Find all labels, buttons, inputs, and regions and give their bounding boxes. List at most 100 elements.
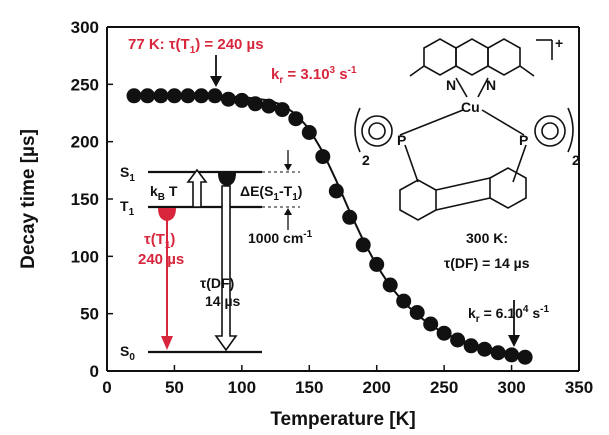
s0-label: S0 xyxy=(120,343,135,363)
delta-e-top-arrow-head xyxy=(284,164,292,171)
kr-low-exp: 3 xyxy=(330,65,336,76)
phen-methyl-left xyxy=(409,65,425,77)
gap-exp: -1 xyxy=(303,229,312,240)
molecule-atoms: N N Cu P P 2 2 + xyxy=(362,35,580,168)
data-point xyxy=(261,98,277,114)
data-point xyxy=(153,88,169,104)
low-temp-value: ) = 240 µs xyxy=(195,36,263,53)
delta-e-sub2: 1 xyxy=(292,192,298,203)
low-temp-label: 77 K: τ(T1) = 240 µs xyxy=(128,36,264,56)
t1-label: T1 xyxy=(120,198,135,218)
delta-e-bottom-arrow-head xyxy=(284,208,292,215)
delta-e-a: ΔE(S xyxy=(240,183,273,199)
kr-low-unit-exp: -1 xyxy=(348,65,357,76)
data-point xyxy=(477,341,493,357)
data-point xyxy=(220,91,236,107)
s1-sub: 1 xyxy=(129,173,135,184)
df-emission-arrow xyxy=(214,185,238,352)
x-tick-label: 50 xyxy=(165,378,184,397)
backbone-bridge-top xyxy=(435,177,491,191)
t1-emission-arrow-head xyxy=(161,336,173,350)
delta-e-sub1: 1 xyxy=(273,192,279,203)
bond-n-cu-left xyxy=(455,77,468,98)
x-tick-label: 300 xyxy=(497,378,525,397)
kbt-label: kB T xyxy=(150,183,178,203)
kr-high-value: = 6.10 xyxy=(480,305,523,321)
x-tick-label: 250 xyxy=(430,378,458,397)
kbt-k: k xyxy=(150,183,158,199)
x-ticks: 0 50 100 150 200 250 300 350 xyxy=(102,365,593,397)
kr-high-exp: 4 xyxy=(523,304,529,315)
y-ticks: 0 50 100 150 200 250 300 xyxy=(71,18,113,381)
data-point xyxy=(274,102,290,118)
molecule-structure xyxy=(354,38,574,221)
tau-t1-a: τ(T xyxy=(144,231,165,248)
energy-diagram: S1 T1 S0 kB T ΔE(S1-T1) 1000 cm-1 τ(T1) … xyxy=(120,150,313,363)
bond-p-backbone-right xyxy=(512,144,527,183)
data-point xyxy=(409,305,425,320)
bond-cu-p-right xyxy=(481,109,525,136)
tau-t1-label: τ(T1) xyxy=(144,231,175,251)
s0-letter: S xyxy=(120,343,129,359)
bracket-right xyxy=(567,107,574,153)
phenyl-right xyxy=(534,115,566,147)
s1-label: S1 xyxy=(120,164,135,184)
kr-high-unit: s xyxy=(528,305,540,321)
y-tick-label: 50 xyxy=(80,305,99,324)
y-tick-label: 250 xyxy=(71,75,99,94)
low-temp-title: 77 K: τ(T xyxy=(128,36,190,53)
data-point xyxy=(180,88,196,104)
kbt-t: T xyxy=(165,183,178,199)
t1-sub: 1 xyxy=(129,207,135,218)
kr-low-prefix: k xyxy=(271,66,280,83)
phenyl-left xyxy=(361,115,393,147)
data-point xyxy=(436,325,452,341)
s0-sub: 0 xyxy=(129,352,135,363)
data-point xyxy=(423,316,439,332)
x-tick-label: 100 xyxy=(228,378,256,397)
tau-t1-b: ) xyxy=(170,231,175,248)
backbone-ring-left xyxy=(399,179,437,221)
data-point xyxy=(490,345,506,361)
y-tick-label: 100 xyxy=(71,247,99,266)
kr-high-sub: r xyxy=(476,314,480,325)
tau-df-value: 14 µs xyxy=(205,293,241,309)
high-temp-title: 300 K: xyxy=(466,230,508,246)
kr-high-prefix: k xyxy=(468,305,476,321)
s1-emission-marker xyxy=(218,173,236,186)
phen-ring-left xyxy=(423,38,457,76)
data-point xyxy=(207,88,223,104)
bracket-left xyxy=(354,107,361,153)
atom-cu: Cu xyxy=(461,99,480,115)
gap-value: 1000 cm xyxy=(248,230,303,246)
bond-cu-p-left xyxy=(399,109,464,136)
atom-p-left: P xyxy=(397,132,406,148)
data-point xyxy=(504,347,520,363)
data-point xyxy=(328,183,344,199)
kr-low-value: = 3.10 xyxy=(283,66,329,83)
data-point xyxy=(193,88,209,104)
fit-curve xyxy=(134,94,526,356)
gap-label: 1000 cm-1 xyxy=(248,229,313,246)
y-tick-label: 200 xyxy=(71,133,99,152)
data-point xyxy=(234,92,250,108)
x-tick-label: 0 xyxy=(102,378,111,397)
phen-methyl-right xyxy=(519,65,535,77)
high-temp-arrow-head xyxy=(508,335,520,347)
y-tick-label: 0 xyxy=(90,362,99,381)
tau-t1-sub: 1 xyxy=(165,240,171,251)
y-axis-title: Decay time [µs] xyxy=(18,129,39,269)
thermal-activation-arrow xyxy=(186,168,208,208)
backbone-ring-right xyxy=(489,167,527,209)
data-point xyxy=(355,237,371,253)
phenyl-left-inner xyxy=(368,122,386,140)
delta-e-label: ΔE(S1-T1) xyxy=(240,183,302,203)
data-point xyxy=(301,125,317,140)
x-tick-label: 150 xyxy=(295,378,323,397)
data-point xyxy=(166,88,182,104)
y-tick-label: 150 xyxy=(71,190,99,209)
y-tick-label: 300 xyxy=(71,18,99,37)
kr-high-unit-exp: -1 xyxy=(540,304,549,315)
low-temp-arrow-head xyxy=(210,76,222,87)
